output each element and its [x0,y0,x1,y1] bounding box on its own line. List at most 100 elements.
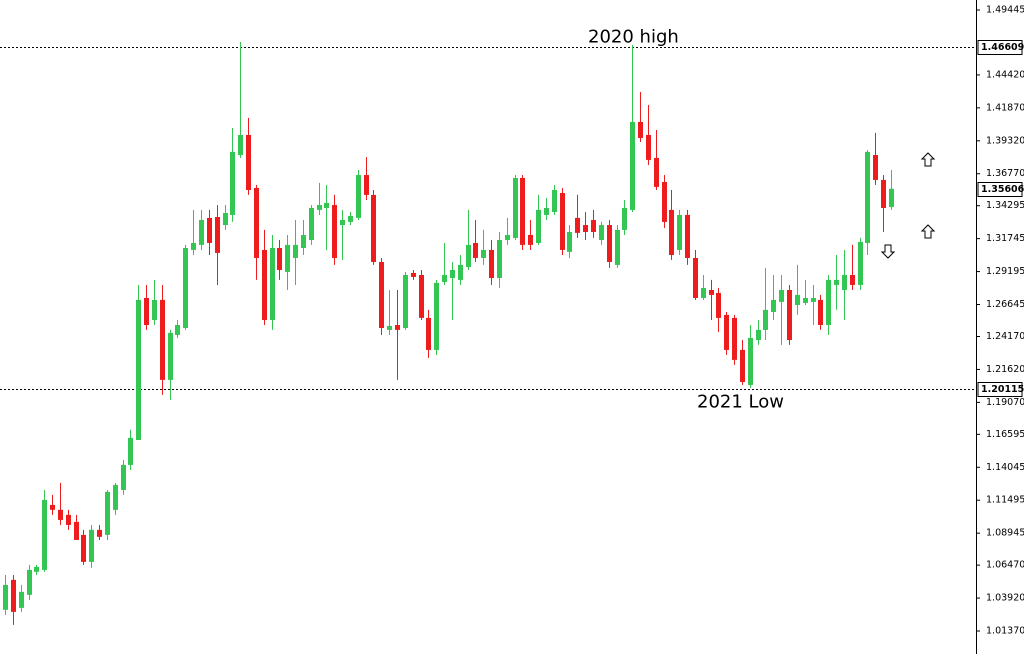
candle-body [113,484,118,510]
candle-body [340,219,345,226]
candle-body [779,289,784,302]
up-arrow [920,152,936,167]
candle-body [795,294,800,305]
candle-body [277,248,282,270]
candle-body [826,279,831,325]
y-tick-label: 1.34295 [986,200,1024,211]
candle-body [395,324,400,330]
candle-body [11,579,16,612]
candle-body [3,584,8,610]
y-tick-label: 1.36770 [986,168,1024,179]
candle-body [199,219,204,245]
candle-body [301,234,306,249]
candle-body [42,499,47,570]
candle-body [246,134,251,191]
price-tag-box [977,40,1023,55]
candle-body [152,299,157,320]
y-tick-label: 1.03920 [986,593,1024,604]
candle-body [646,134,651,160]
candle-body [121,464,126,490]
y-tick-label: 1.14045 [986,462,1024,473]
arrows [880,152,936,259]
candle-body [818,299,823,325]
candle-body [850,275,855,285]
candle-body [654,157,659,187]
candle-body [865,151,870,243]
candle-body [144,298,149,325]
candle-body [505,234,510,241]
candle-body [364,175,369,195]
candle-body [105,491,110,535]
candle-body [803,298,808,303]
y-tick-label: 1.49445 [986,5,1024,16]
candle-body [356,175,361,218]
candle-body [74,521,79,540]
candle-body [536,209,541,243]
candle-body [419,275,424,318]
candle-body [458,264,463,280]
candle-body [583,225,588,232]
candle-body [756,329,761,340]
candle-body [544,207,549,215]
down-arrow [880,244,896,259]
candle-body [411,272,416,277]
candle-body [66,514,71,525]
candle-body [466,244,471,267]
candle-body [270,248,275,320]
candles [3,41,894,625]
candle-body [669,209,674,255]
y-tick-label: 1.39320 [986,135,1024,146]
candle-body [207,217,212,243]
candle-body [136,299,141,440]
y-tick-label: 1.19070 [986,397,1024,408]
candle-body [191,242,196,250]
y-tick-label: 1.44420 [986,69,1024,80]
y-tick-label: 1.06470 [986,560,1024,571]
candle-body [348,215,353,222]
candle-body [317,204,322,210]
candle-body [434,282,439,350]
candle-body [732,317,737,360]
candle-body [34,566,39,572]
candle-body [881,179,886,208]
candle-body [324,202,329,208]
candle-body [693,257,698,299]
candle-body [662,182,667,222]
candle-body [450,269,455,278]
candle-body [787,289,792,340]
candle-body [567,231,572,252]
candle-body [724,314,729,350]
candle-body [183,248,188,328]
candle-body [709,289,714,295]
candle-body [442,275,447,282]
candle-body [481,249,486,258]
candle-body [168,332,173,380]
candle-body [552,190,557,212]
y-tick-label: 1.29195 [986,266,1024,277]
candle-body [50,504,55,510]
y-tick-label: 1.16595 [986,429,1024,440]
candle-body [293,244,298,258]
candle-body [128,437,133,465]
candle-body [215,217,220,253]
candle-body [285,244,290,272]
candle-body [615,229,620,265]
candle-body [575,217,580,233]
candle-body [740,349,745,382]
candle-body [230,151,235,215]
candle-body [58,509,63,520]
candle-body [528,234,533,245]
candle-body [520,177,525,245]
candle-body [591,219,596,232]
candle-body [254,187,259,258]
candle-body [513,177,518,238]
y-tick-label: 1.31745 [986,233,1024,244]
candle-body [371,194,376,262]
candle-body [763,309,768,330]
candle-body [489,249,494,278]
price-tag: 1.20115 [981,384,1024,395]
candle-body [842,275,847,290]
candle-body [607,225,612,262]
